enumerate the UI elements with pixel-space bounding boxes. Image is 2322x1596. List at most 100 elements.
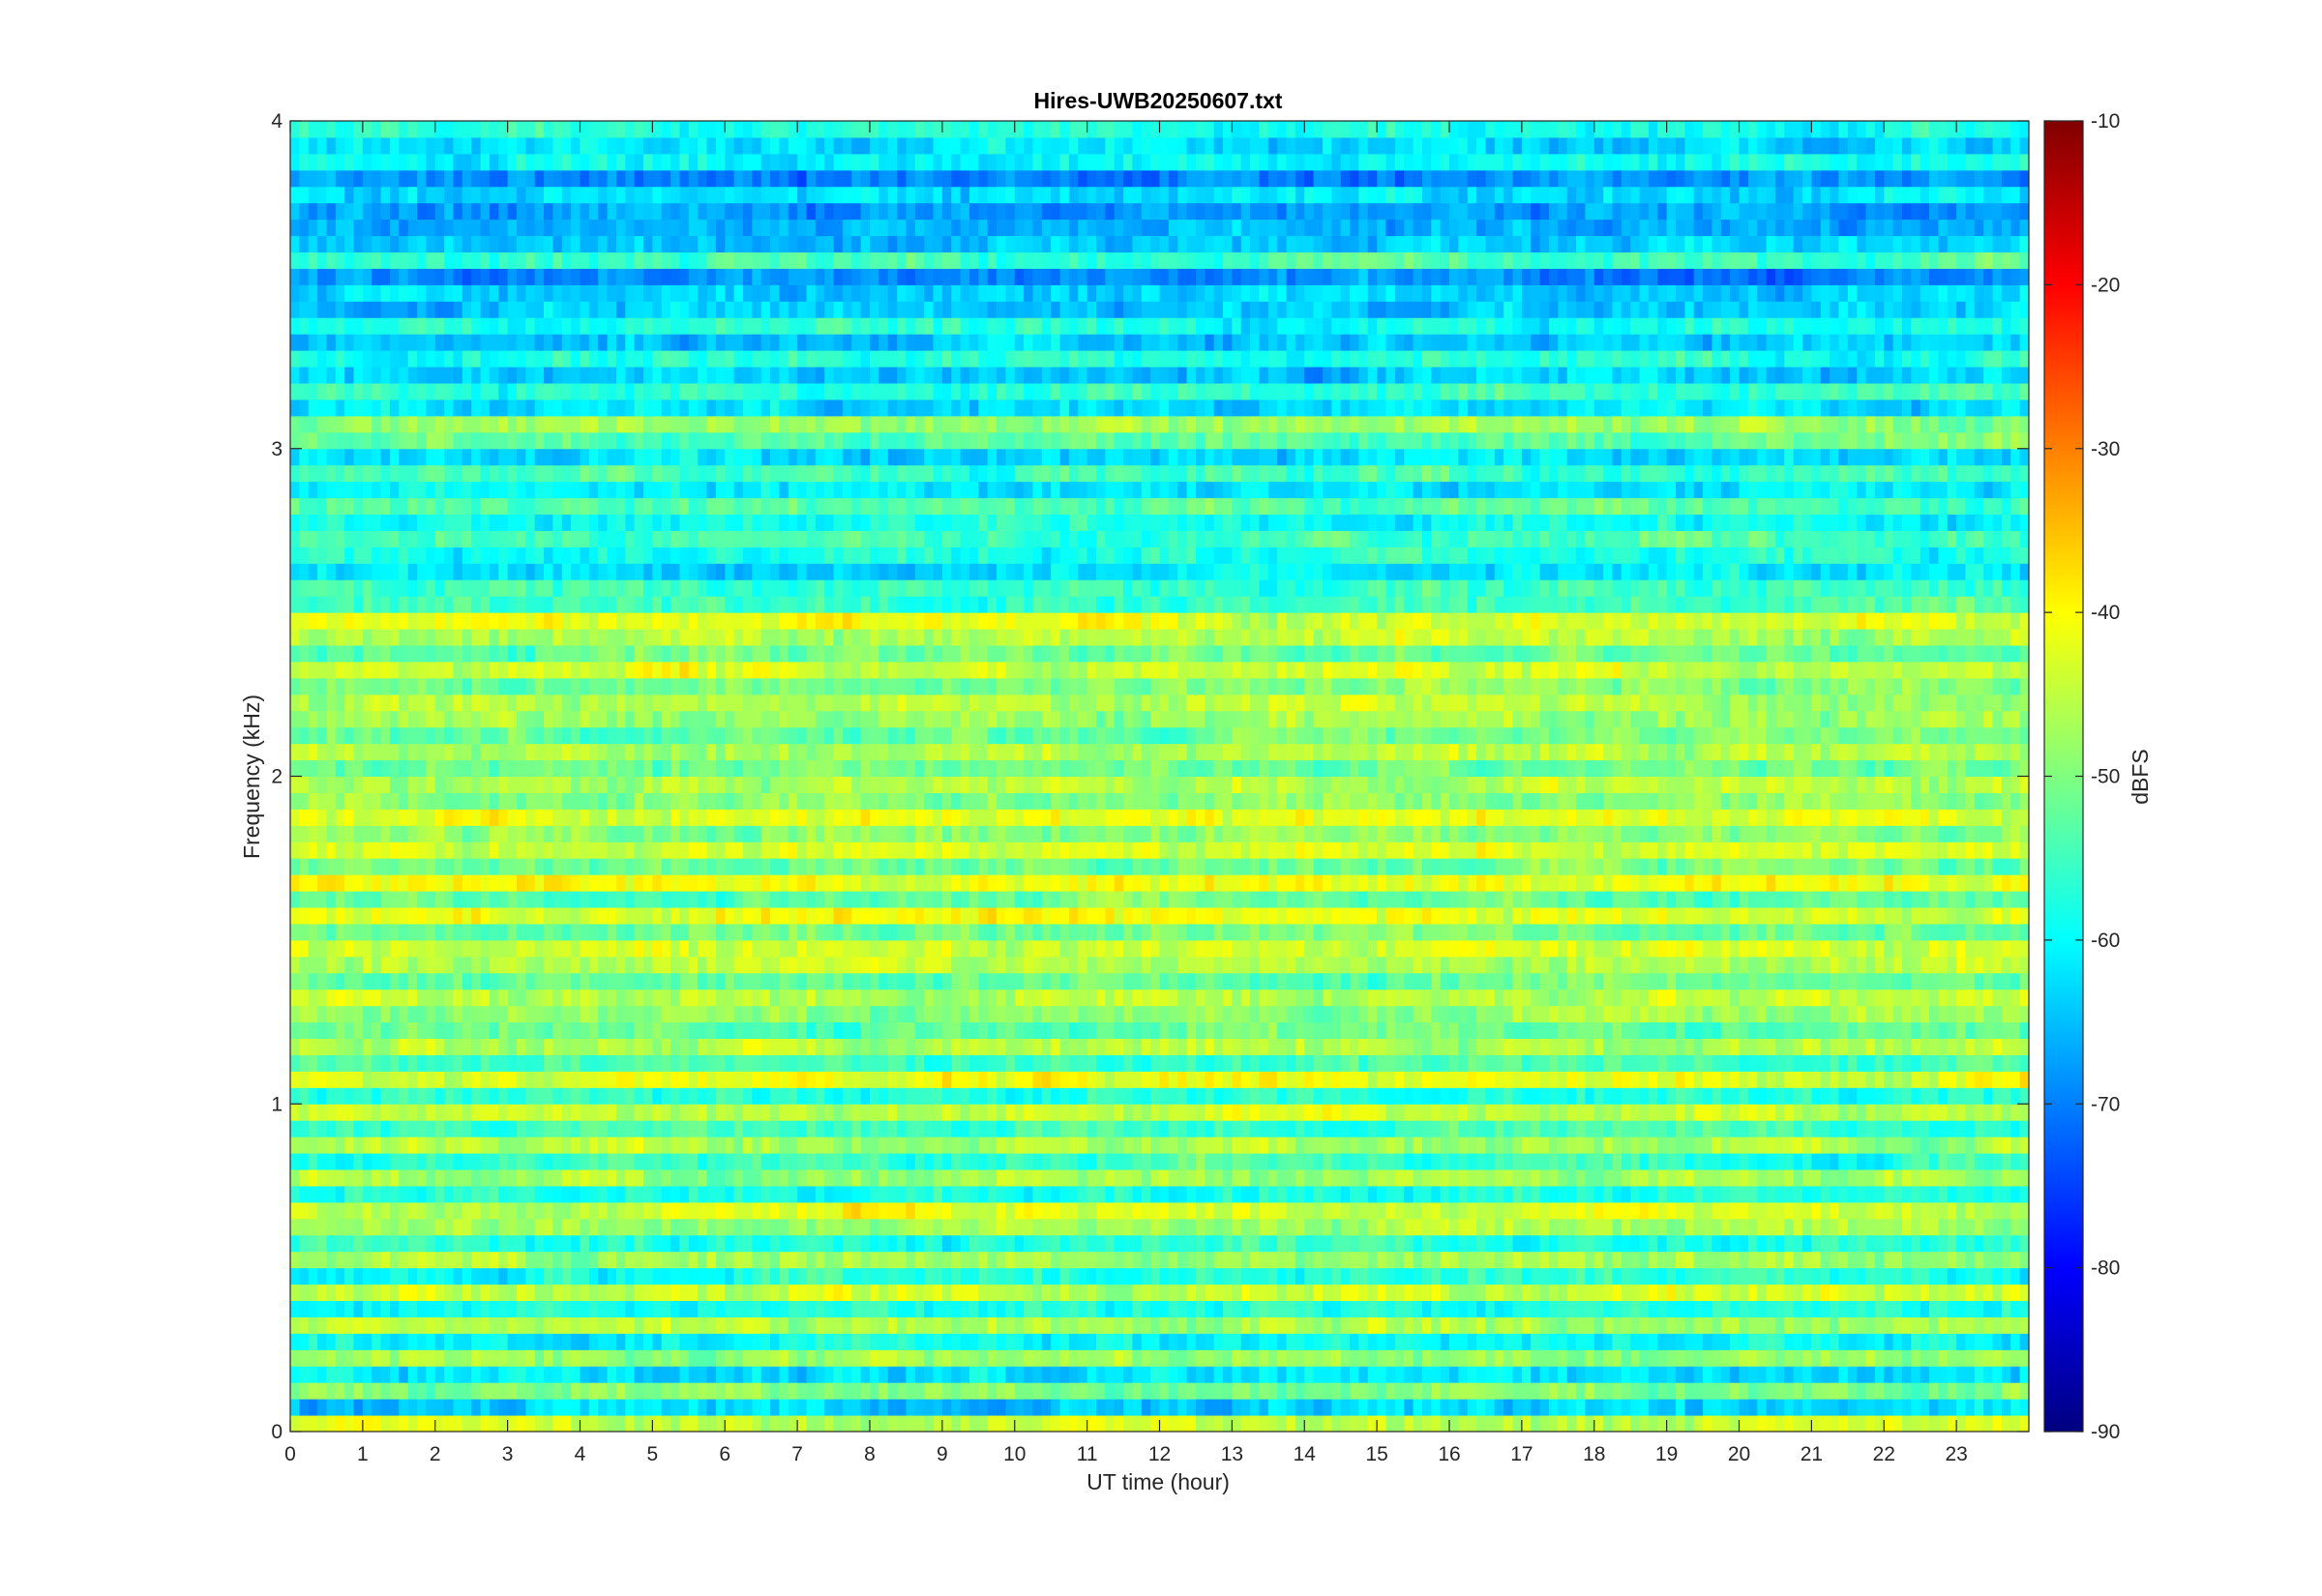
heatmap-cell xyxy=(580,1087,590,1105)
heatmap-cell xyxy=(598,1071,609,1088)
heatmap-cell xyxy=(1874,1382,1885,1400)
heatmap-cell xyxy=(1531,1137,1541,1154)
heatmap-cell xyxy=(444,1021,454,1039)
heatmap-cell xyxy=(1666,1234,1677,1253)
heatmap-cell xyxy=(588,1251,599,1269)
heatmap-cell xyxy=(1095,1284,1106,1301)
heatmap-cell xyxy=(968,1038,979,1055)
heatmap-cell xyxy=(652,1169,663,1187)
heatmap-cell xyxy=(960,1234,970,1253)
heatmap-cell xyxy=(1612,1005,1622,1023)
heatmap-cell xyxy=(679,1005,690,1023)
heatmap-cell xyxy=(1802,1251,1812,1269)
heatmap-cell xyxy=(1032,1300,1043,1317)
heatmap-cell xyxy=(897,1071,907,1088)
heatmap-cell xyxy=(951,1382,962,1400)
heatmap-cell xyxy=(1521,1185,1532,1203)
heatmap-cell xyxy=(1132,1021,1143,1039)
heatmap-cell xyxy=(1920,1038,1930,1055)
heatmap-cell xyxy=(815,1054,825,1072)
heatmap-cell xyxy=(1277,1267,1288,1286)
heatmap-cell xyxy=(380,1382,391,1400)
heatmap-cell xyxy=(1639,1366,1650,1383)
heatmap-cell xyxy=(1992,1104,2003,1121)
heatmap-cell xyxy=(1512,1382,1523,1400)
heatmap-cell xyxy=(1141,1137,1151,1154)
heatmap-cell xyxy=(1648,1054,1658,1072)
heatmap-cell xyxy=(1901,1021,1912,1039)
heatmap-cell xyxy=(1186,1316,1197,1334)
heatmap-cell xyxy=(480,1120,491,1138)
heatmap-cell xyxy=(1322,1267,1332,1286)
heatmap-cell xyxy=(552,1120,563,1138)
heatmap-cell xyxy=(444,1087,454,1105)
heatmap-cell xyxy=(1087,1366,1097,1383)
heatmap-cell xyxy=(670,1333,680,1350)
heatmap-cell xyxy=(1766,1153,1776,1170)
heatmap-cell xyxy=(941,1137,952,1154)
heatmap-cell xyxy=(1267,1284,1278,1301)
heatmap-cell xyxy=(1458,1021,1469,1039)
heatmap-cell xyxy=(1377,1415,1386,1433)
heatmap-cell xyxy=(1730,1366,1740,1383)
heatmap-cell xyxy=(1838,1366,1849,1383)
heatmap-cell xyxy=(1774,1021,1785,1039)
heatmap-cell xyxy=(534,1234,545,1253)
heatmap-cell xyxy=(933,1366,943,1383)
heatmap-cell xyxy=(1377,1005,1386,1023)
heatmap-cell xyxy=(1938,1201,1949,1220)
heatmap-cell xyxy=(1503,1038,1514,1055)
heatmap-cell xyxy=(1358,1366,1369,1383)
heatmap-cell xyxy=(1114,1104,1124,1121)
heatmap-cell xyxy=(399,1415,409,1433)
heatmap-cell xyxy=(878,1038,889,1055)
heatmap-cell xyxy=(1857,1137,1867,1154)
heatmap-cell xyxy=(661,1333,671,1350)
heatmap-cell xyxy=(1313,1071,1324,1088)
heatmap-cell xyxy=(326,1300,337,1317)
heatmap-cell xyxy=(1521,1054,1532,1072)
heatmap-cell xyxy=(1884,1284,1894,1301)
heatmap-cell xyxy=(742,1201,753,1220)
heatmap-cell xyxy=(1367,1153,1378,1170)
heatmap-cell xyxy=(1041,1234,1052,1253)
heatmap-cell xyxy=(1911,1169,1921,1187)
heatmap-cell xyxy=(1892,1185,1903,1203)
heatmap-cell xyxy=(1123,1415,1133,1433)
heatmap-cell xyxy=(860,1399,871,1416)
heatmap-cell xyxy=(1512,1038,1523,1055)
heatmap-cell xyxy=(870,1218,879,1236)
heatmap-cell xyxy=(933,1005,943,1023)
heatmap-cell xyxy=(978,1153,989,1170)
heatmap-cell xyxy=(1703,1333,1712,1350)
heatmap-cell xyxy=(1802,1267,1812,1286)
heatmap-cell xyxy=(1394,1087,1405,1105)
heatmap-cell xyxy=(552,1251,563,1269)
heatmap-cell xyxy=(1385,1137,1396,1154)
heatmap-cell xyxy=(815,1316,825,1334)
heatmap-cell xyxy=(1857,1104,1867,1121)
heatmap-cell xyxy=(878,1169,889,1187)
heatmap-cell xyxy=(1413,1399,1423,1416)
heatmap-cell xyxy=(1458,1366,1469,1383)
heatmap-cell xyxy=(1340,1399,1351,1416)
heatmap-cell xyxy=(290,1300,300,1317)
heatmap-cell xyxy=(1177,1120,1188,1138)
heatmap-cell xyxy=(588,1038,599,1055)
heatmap-cell xyxy=(544,1185,553,1203)
heatmap-cell xyxy=(1830,1153,1839,1170)
heatmap-cell xyxy=(824,1333,835,1350)
heatmap-cell xyxy=(480,1284,491,1301)
heatmap-cell xyxy=(1123,1333,1133,1350)
heatmap-cell xyxy=(906,1333,916,1350)
heatmap-cell xyxy=(760,1349,771,1367)
heatmap-cell xyxy=(1630,1267,1641,1286)
heatmap-cell xyxy=(1087,1333,1097,1350)
heatmap-cell xyxy=(407,1185,418,1203)
heatmap-cell xyxy=(1974,1415,1984,1433)
heatmap-cell xyxy=(1168,1382,1178,1400)
heatmap-cell xyxy=(1639,1382,1650,1400)
heatmap-cell xyxy=(1114,1399,1124,1416)
heatmap-cell xyxy=(951,1137,962,1154)
heatmap-cell xyxy=(1032,1218,1043,1236)
